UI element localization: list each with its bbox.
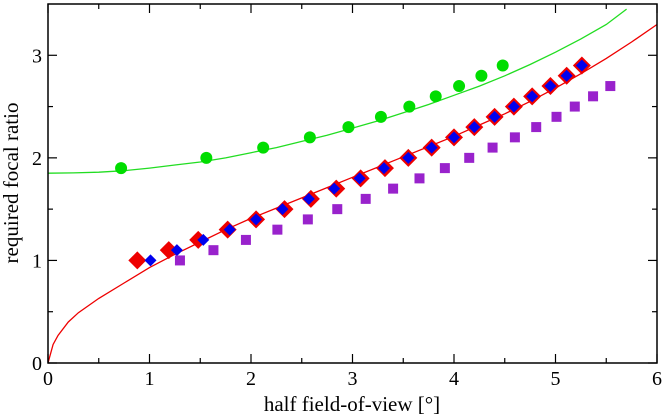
point-square [208, 245, 219, 256]
point-circle [303, 131, 316, 144]
point-square [464, 152, 475, 163]
point-square [414, 173, 425, 184]
point-square [509, 132, 520, 143]
point-circle [200, 151, 213, 164]
point-small-diamond [526, 90, 539, 103]
point-small-diamond [302, 192, 315, 205]
point-large-diamond [159, 241, 178, 260]
data-points [115, 56, 616, 270]
point-circle [342, 121, 355, 134]
point-square [302, 214, 313, 225]
point-small-diamond [488, 110, 501, 123]
point-square [332, 204, 343, 215]
x-tick-label: 3 [348, 368, 358, 390]
y-tick-label: 2 [32, 148, 42, 170]
point-small-diamond [328, 182, 341, 195]
point-small-diamond [448, 131, 460, 144]
point-circle [475, 69, 488, 82]
point-square [605, 81, 616, 92]
point-small-diamond [353, 172, 366, 185]
point-square [439, 163, 450, 174]
point-circle [403, 100, 416, 113]
point-square [487, 142, 498, 153]
point-small-diamond [402, 151, 415, 164]
point-small-diamond [223, 223, 236, 236]
point-circle [496, 59, 509, 72]
point-circle [115, 162, 128, 175]
fit-curve-1 [48, 8, 627, 174]
point-circle [257, 141, 270, 154]
point-small-diamond [197, 233, 210, 246]
plot-background [48, 4, 657, 363]
point-circle [429, 90, 442, 103]
point-small-diamond [144, 254, 157, 267]
point-square [531, 122, 542, 133]
point-circle [453, 80, 466, 93]
point-square [272, 224, 283, 235]
y-tick-label: 3 [32, 45, 42, 67]
point-square [174, 255, 185, 266]
point-square [569, 101, 580, 112]
y-tick-label: 1 [32, 250, 42, 272]
x-tick-label: 4 [449, 368, 459, 390]
y-axis-label: required focal ratio [0, 103, 23, 264]
fit-curves [48, 8, 657, 363]
x-tick-label: 1 [145, 368, 155, 390]
point-square [551, 111, 562, 122]
point-small-diamond [507, 100, 520, 113]
point-small-diamond [377, 162, 390, 175]
point-small-diamond [170, 244, 183, 257]
axis-ticks: 0 1 2 3 4 5 6 0 1 2 3 [32, 4, 662, 390]
point-square [588, 91, 599, 102]
point-small-diamond [425, 141, 438, 154]
point-large-diamond [128, 251, 147, 270]
x-tick-label: 2 [246, 368, 256, 390]
point-square [360, 193, 371, 204]
point-square [388, 183, 399, 194]
point-small-diamond [575, 59, 588, 72]
point-square [240, 234, 251, 245]
point-small-diamond [544, 80, 557, 93]
x-tick-label: 0 [43, 368, 53, 390]
fit-curve-2 [48, 23, 657, 363]
y-tick-label: 0 [32, 353, 42, 375]
point-small-diamond [468, 121, 481, 134]
x-axis-label: half field-of-view [°] [264, 392, 440, 416]
point-circle [374, 110, 387, 123]
point-small-diamond [276, 203, 289, 216]
point-small-diamond [560, 69, 573, 82]
point-small-diamond [250, 213, 263, 226]
x-tick-label: 5 [551, 368, 561, 390]
x-tick-label: 6 [652, 368, 662, 390]
